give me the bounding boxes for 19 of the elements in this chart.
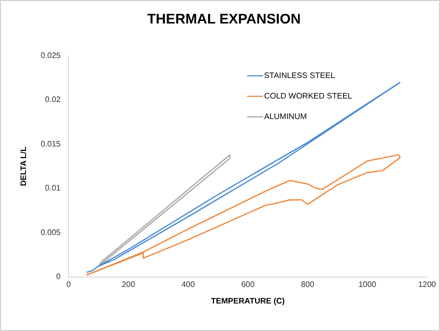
y-tick-label: 0.02: [45, 95, 62, 104]
y-tick-label: 0.025: [40, 51, 62, 60]
legend-label: STAINLESS STEEL: [264, 71, 336, 80]
y-tick-label: 0: [56, 272, 62, 282]
x-tick-label: 0: [66, 280, 72, 289]
y-tick-label: 0.015: [40, 139, 62, 148]
x-tick-label: 1000: [358, 280, 377, 289]
legend-label: COLD WORKED STEEL: [264, 92, 353, 101]
chart-title: THERMAL EXPANSION: [147, 10, 301, 26]
x-tick-label: 400: [181, 280, 196, 289]
legend-label: ALUMINUM: [264, 112, 308, 122]
y-axis-title: DELTA L/L: [19, 146, 28, 186]
y-tick-label: 0.01: [45, 184, 62, 193]
x-tick-label: 800: [300, 280, 315, 289]
x-tick-label: 600: [241, 280, 256, 289]
x-tick-label: 1200: [418, 280, 437, 289]
x-tick-label: 200: [122, 280, 136, 289]
x-axis-title: TEMPERATURE (C): [211, 296, 286, 306]
y-tick-label: 0.005: [40, 228, 62, 237]
